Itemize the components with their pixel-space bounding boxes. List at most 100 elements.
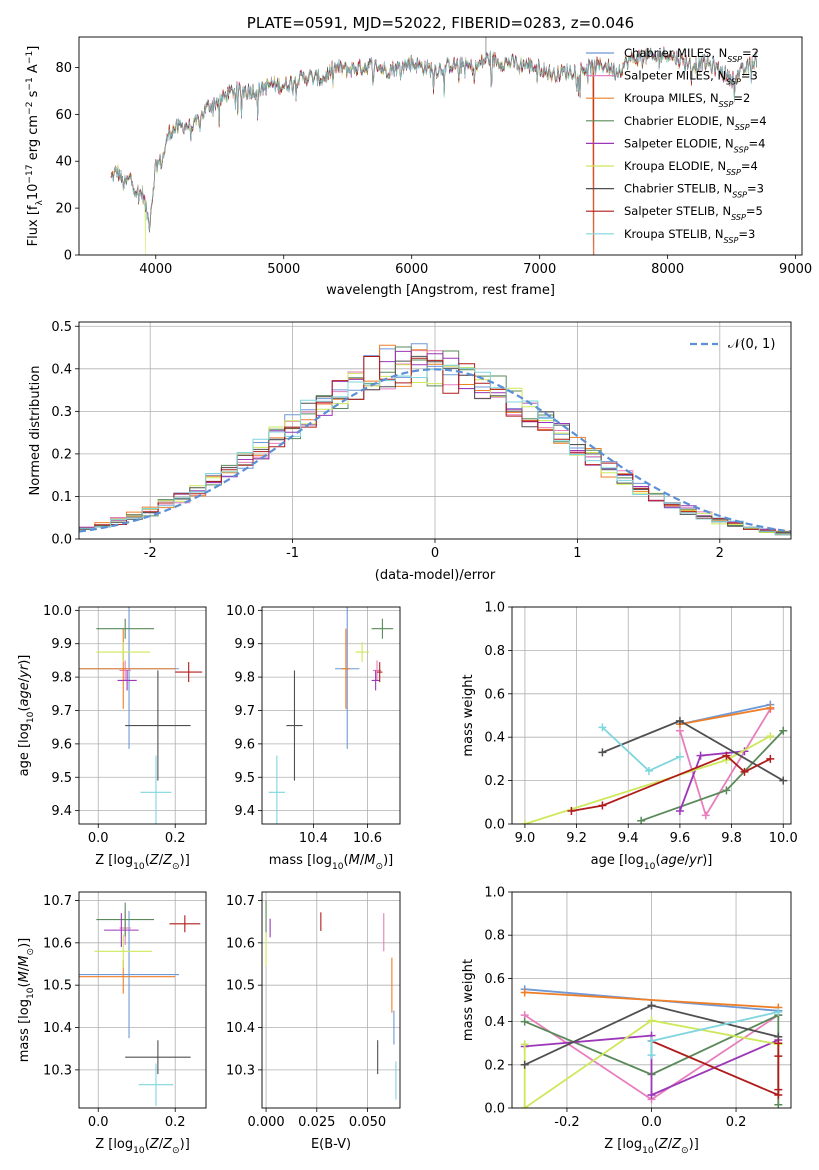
series-marker xyxy=(701,811,710,820)
legend-label-salpeter-miles: Salpeter MILES, NSSP=3 xyxy=(624,69,758,87)
massweight_vs_Z-plot-area xyxy=(520,985,783,1108)
errorbar-salpeter-miles xyxy=(119,660,131,681)
series-line xyxy=(640,730,784,822)
y-tick-label: 0.2 xyxy=(484,1058,505,1073)
x-tick-label: 9.8 xyxy=(721,831,742,846)
series-line xyxy=(601,726,681,772)
mass_vs_ebv-plot-area xyxy=(265,900,397,1100)
y-tick-label: 9.6 xyxy=(51,737,72,752)
errorbar-kroupa-miles xyxy=(341,628,350,709)
gaussian-curve xyxy=(79,368,791,533)
series-line xyxy=(679,707,771,726)
y-tick-label: 80 xyxy=(55,61,72,76)
x-axis-label: E(B-V) xyxy=(311,1137,351,1152)
y-tick-label: 10.4 xyxy=(226,1021,255,1036)
y-axis-label: mass weight xyxy=(461,674,476,756)
x-axis-label: age [log10(age/yr)] xyxy=(591,853,713,872)
mass_vs_ebv-chart: 0.000 0.025 0.050 10.3 10.4 10.5 10.6 10.7 xyxy=(226,891,401,1130)
series-line xyxy=(524,991,779,1009)
y-tick-label: 1.0 xyxy=(484,601,505,616)
legend-label-chabrier-miles: Chabrier MILES, NSSP=2 xyxy=(624,46,759,64)
x-axis-label: Z [log10(Z/Z⊙)] xyxy=(604,1137,699,1156)
errorbar-kroupa-stelib xyxy=(140,755,172,824)
x-tick-label: 2 xyxy=(716,546,724,561)
series-marker xyxy=(644,766,653,775)
x-tick-label: 0.2 xyxy=(726,1115,747,1130)
legend-label-gaussian: 𝒩(0, 1) xyxy=(728,337,775,352)
y-tick-label: 10.6 xyxy=(43,936,72,951)
errorbar-chabrier-stelib xyxy=(125,1040,191,1075)
y-tick-label: 9.6 xyxy=(234,737,255,752)
x-tick-label: 9.0 xyxy=(515,831,536,846)
y-tick-label: 0.1 xyxy=(51,490,72,505)
errorbar-kroupa-elodie xyxy=(94,934,153,969)
y-tick-label: 0.6 xyxy=(484,972,505,987)
series-marker xyxy=(637,816,646,824)
y-tick-label: 0.8 xyxy=(484,644,505,659)
series-marker xyxy=(766,754,775,763)
y-tick-label: 9.8 xyxy=(234,671,255,686)
y-tick-label: 0.2 xyxy=(51,447,72,462)
y-tick-label: 9.7 xyxy=(234,704,255,719)
series-marker xyxy=(766,703,775,712)
series-kroupa-stelib xyxy=(647,1007,783,1060)
x-axis-label: wavelength [Angstrom, rest frame] xyxy=(326,283,555,298)
massweight_vs_age-chart: 9.0 9.2 9.4 9.6 9.8 10.0 0.0 0.2 0.4 0.6 0.8 1.0 xyxy=(484,601,797,847)
x-tick-label: 0.000 xyxy=(247,1115,284,1130)
y-tick-label: 9.4 xyxy=(234,804,255,819)
y-tick-label: 10.4 xyxy=(43,1021,72,1036)
series-chabrier-stelib xyxy=(598,716,788,785)
series-marker xyxy=(779,776,788,785)
series-marker xyxy=(766,732,775,741)
series-marker xyxy=(647,1051,656,1060)
spectrum-chart: 4000 5000 6000 7000 8000 9000 0 20 40 60 80 xyxy=(55,36,812,277)
series-line xyxy=(571,754,771,812)
spectrum-line-kroupa-stelib xyxy=(110,48,757,230)
y-axis-label: Normed distribution xyxy=(28,366,43,496)
x-tick-label: 0.2 xyxy=(165,1115,186,1130)
series-marker xyxy=(722,751,731,760)
errorbar-chabrier-elodie xyxy=(96,902,155,937)
y-tick-label: 9.9 xyxy=(234,637,255,652)
errorbar-salpeter-stelib xyxy=(169,915,201,933)
y-axis-label: age [log10(age/yr)] xyxy=(17,655,36,777)
x-tick-label: 10.6 xyxy=(353,831,382,846)
y-tick-label: 40 xyxy=(55,155,72,170)
axes-frame xyxy=(78,321,792,540)
residuals-plot-area xyxy=(79,343,791,536)
series-marker xyxy=(675,716,684,725)
x-tick-label: 0.0 xyxy=(88,831,109,846)
x-tick-label: 10.4 xyxy=(299,831,328,846)
x-tick-label: -0.2 xyxy=(554,1115,579,1130)
y-tick-label: 0.6 xyxy=(484,687,505,702)
axes-frame xyxy=(511,606,792,825)
y-tick-label: 10.5 xyxy=(226,979,255,994)
errorbar-chabrier-stelib xyxy=(125,670,191,781)
x-tick-label: -2 xyxy=(144,546,157,561)
x-tick-label: 10.0 xyxy=(769,831,798,846)
y-tick-label: 9.4 xyxy=(51,804,72,819)
series-marker xyxy=(774,1052,783,1061)
errorbar-salpeter-elodie xyxy=(371,670,380,691)
x-axis-label: (data-model)/error xyxy=(375,568,496,583)
series-chabrier-miles xyxy=(675,700,775,729)
x-tick-label: 9000 xyxy=(779,262,812,277)
axes-frame xyxy=(261,606,401,825)
y-tick-label: 0.0 xyxy=(51,533,72,548)
series-marker xyxy=(647,1091,656,1100)
series-chabrier-elodie xyxy=(637,726,788,824)
y-tick-label: 10.0 xyxy=(226,604,255,619)
series-marker xyxy=(675,752,684,761)
x-axis-label: Z [log10(Z/Z⊙)] xyxy=(95,853,190,872)
errorbar-kroupa-elodie xyxy=(355,642,369,663)
age_vs_mass-plot-area xyxy=(268,607,394,824)
legend-label-salpeter-elodie: Salpeter ELODIE, NSSP=4 xyxy=(624,136,765,154)
series-marker xyxy=(598,801,607,810)
y-tick-label: 9.7 xyxy=(51,704,72,719)
y-tick-label: 0.2 xyxy=(484,774,505,789)
y-tick-label: 10.7 xyxy=(43,894,72,909)
legend-label-chabrier-elodie: Chabrier ELODIE, NSSP=4 xyxy=(624,114,767,132)
spectrum-plot-area xyxy=(110,37,757,255)
y-axis-label: mass [log10(M/M⊙)] xyxy=(17,938,36,1062)
series-marker xyxy=(722,786,731,795)
